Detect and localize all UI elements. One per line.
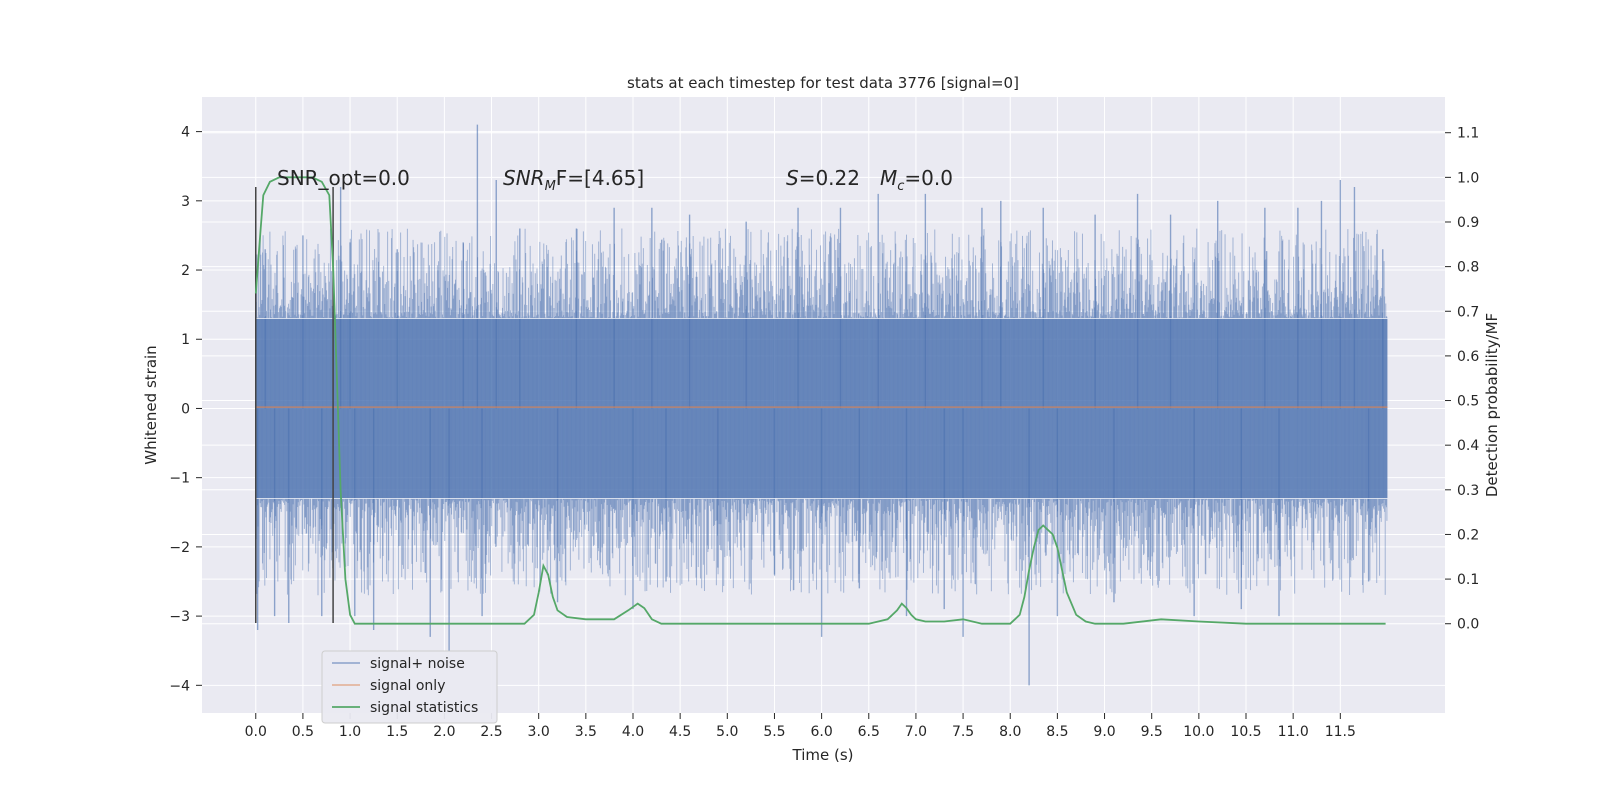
annotation-snr-opt: SNR_opt=0.0 xyxy=(277,166,410,190)
x-tick-label: 7.5 xyxy=(952,724,974,740)
x-tick-label: 3.0 xyxy=(528,724,550,740)
annotation-s: S=0.22 xyxy=(786,166,860,190)
y-tick-label: 2 xyxy=(181,263,190,279)
y-axis-ticks: 4 3 2 1 0 −1 −2 −3 −4 xyxy=(169,125,202,694)
y-tick-label: −4 xyxy=(169,678,190,694)
legend-label-signal-noise: signal+ noise xyxy=(370,656,465,672)
legend-box xyxy=(321,650,498,724)
x-tick-label: 4.0 xyxy=(622,724,644,740)
x-axis-ticks: 0.0 0.5 1.0 1.5 2.0 2.5 3.0 3.5 4.0 4.5 5.0 5.5 6.0 6… xyxy=(245,713,1356,740)
right-y-tick-label: 0.3 xyxy=(1457,483,1479,499)
x-tick-label: 9.0 xyxy=(1093,724,1115,740)
x-tick-label: 6.5 xyxy=(858,724,880,740)
x-tick-label: 4.5 xyxy=(669,724,691,740)
x-tick-label: 10.0 xyxy=(1183,724,1214,740)
y-tick-label: −1 xyxy=(169,471,190,487)
y-tick-label: 1 xyxy=(181,332,190,348)
legend-label-signal-only: signal only xyxy=(370,678,445,694)
x-tick-label: 9.5 xyxy=(1141,724,1163,740)
x-tick-label: 5.0 xyxy=(716,724,738,740)
legend: signal+ noise signal only signal statist… xyxy=(321,650,498,724)
x-tick-label: 11.0 xyxy=(1278,724,1309,740)
x-tick-label: 2.5 xyxy=(480,724,502,740)
x-tick-label: 0.5 xyxy=(292,724,314,740)
right-y-tick-label: 1.0 xyxy=(1457,170,1479,186)
s-prefix: S xyxy=(786,166,799,190)
signal-statistics-series xyxy=(254,176,1386,625)
y-tick-label: 0 xyxy=(181,401,190,417)
right-y-tick-label: 0.1 xyxy=(1457,572,1479,588)
y-tick-label: 3 xyxy=(181,194,190,210)
right-y-axis-ticks: 1.1 1.0 0.9 0.8 0.7 0.6 0.5 0.4 0.3 0.2 0.1 0.0 xyxy=(1445,126,1479,633)
mc-value: =0.0 xyxy=(904,166,953,190)
y-axis-label: Whitened strain xyxy=(142,345,160,464)
right-y-tick-label: 0.6 xyxy=(1457,349,1479,365)
x-tick-label: 11.5 xyxy=(1325,724,1356,740)
signal-statistics-line xyxy=(254,176,1386,625)
right-y-tick-label: 0.2 xyxy=(1457,527,1479,543)
x-tick-label: 3.5 xyxy=(575,724,597,740)
x-tick-label: 6.0 xyxy=(810,724,832,740)
right-y-tick-label: 0.7 xyxy=(1457,304,1479,320)
x-tick-label: 2.0 xyxy=(433,724,455,740)
right-y-tick-label: 0.5 xyxy=(1457,394,1479,410)
x-tick-label: 8.5 xyxy=(1046,724,1068,740)
annotation-snr-mf: SNRMF=[4.65] xyxy=(503,166,644,194)
x-tick-label: 1.0 xyxy=(339,724,361,740)
annotation-mc: Mc=0.0 xyxy=(880,166,953,194)
right-y-tick-label: 0.0 xyxy=(1457,617,1479,633)
y-tick-label: 4 xyxy=(181,125,190,141)
y-tick-label: −3 xyxy=(169,609,190,625)
x-tick-label: 7.0 xyxy=(905,724,927,740)
right-y-tick-label: 0.9 xyxy=(1457,215,1479,231)
right-y-tick-label: 0.8 xyxy=(1457,260,1479,276)
chart-title: stats at each timestep for test data 377… xyxy=(627,74,1019,92)
x-axis-label: Time (s) xyxy=(792,746,854,764)
y-tick-label: −2 xyxy=(169,540,190,556)
mc-prefix: M xyxy=(880,166,897,190)
x-tick-label: 5.5 xyxy=(763,724,785,740)
snr-mf-suffix: F=[4.65] xyxy=(556,166,644,190)
x-tick-label: 8.0 xyxy=(999,724,1021,740)
s-value: =0.22 xyxy=(799,166,860,190)
snr-mf-prefix: SNR xyxy=(503,166,545,190)
right-y-tick-label: 1.1 xyxy=(1457,126,1479,142)
x-tick-label: 1.5 xyxy=(386,724,408,740)
x-tick-label: 0.0 xyxy=(245,724,267,740)
legend-label-signal-statistics: signal statistics xyxy=(370,700,478,716)
mc-subscript: c xyxy=(897,179,904,194)
right-y-tick-label: 0.4 xyxy=(1457,438,1479,454)
x-tick-label: 10.5 xyxy=(1230,724,1261,740)
snr-mf-subscript: M xyxy=(545,179,556,194)
right-y-axis-label: Detection probability/MF xyxy=(1483,313,1501,497)
